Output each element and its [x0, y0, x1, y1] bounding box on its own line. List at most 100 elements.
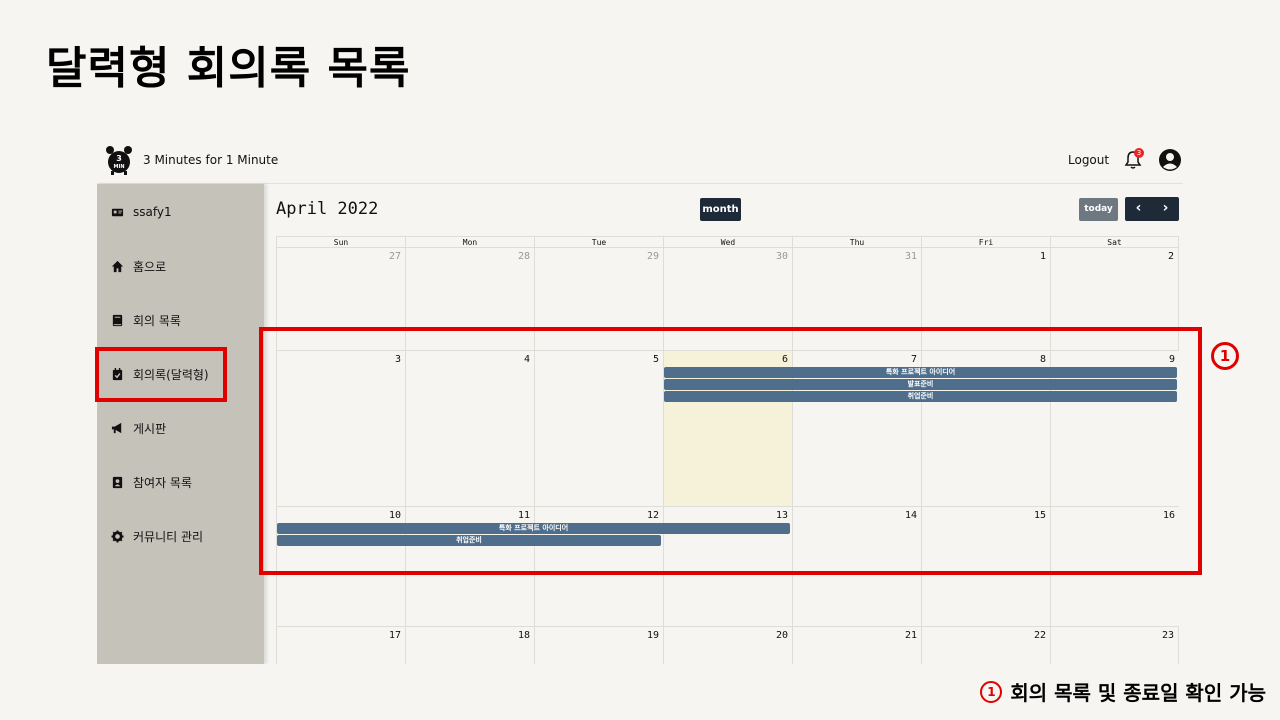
day-number: 3	[394, 354, 401, 365]
day-cell[interactable]: 23	[1050, 627, 1179, 664]
day-number: 4	[523, 354, 530, 365]
day-cell[interactable]: 3	[276, 351, 405, 506]
day-cell[interactable]: 28	[405, 248, 534, 350]
sidebar-item-meeting-list[interactable]: 회의 목록	[97, 305, 264, 335]
day-cell[interactable]: 30	[663, 248, 792, 350]
sidebar: ssafy1 홈으로 회의 목록 회의록(달력형) 게시판 참여자 목록 커뮤니…	[97, 184, 264, 664]
calendar-event[interactable]: 특화 프로젝트 아이디어	[664, 367, 1177, 378]
alarm-clock-logo-icon[interactable]: 3 MIN	[105, 145, 133, 175]
day-number: 7	[910, 354, 917, 365]
sidebar-item-calendar[interactable]: 회의록(달력형)	[97, 359, 264, 389]
svg-text:3: 3	[116, 154, 122, 163]
weekday-label: Tue	[534, 237, 663, 248]
day-cell[interactable]: 4	[405, 351, 534, 506]
day-cell[interactable]: 10	[276, 507, 405, 626]
weekday-label: Fri	[921, 237, 1050, 248]
weekday-label: Thu	[792, 237, 921, 248]
contact-book-icon	[112, 476, 123, 488]
day-cell[interactable]: 13	[663, 507, 792, 626]
calendar-check-icon	[112, 367, 123, 380]
day-cell[interactable]: 16	[1050, 507, 1179, 626]
day-cell[interactable]: 17	[276, 627, 405, 664]
weekday-label: Mon	[405, 237, 534, 248]
day-cell[interactable]: 19	[534, 627, 663, 664]
calendar-event[interactable]: 발표준비	[664, 379, 1177, 390]
day-number: 10	[388, 510, 401, 521]
sidebar-item-home[interactable]: 홈으로	[97, 251, 264, 281]
day-number: 19	[646, 630, 659, 641]
user-account-icon[interactable]	[1158, 148, 1182, 172]
book-icon	[112, 314, 123, 326]
day-cell[interactable]: 8	[921, 351, 1050, 506]
prev-month-button[interactable]: ‹	[1135, 200, 1142, 216]
day-cell[interactable]: 11	[405, 507, 534, 626]
app-name: 3 Minutes for 1 Minute	[143, 153, 279, 167]
day-number: 31	[904, 251, 917, 262]
sidebar-item-label: ssafy1	[133, 205, 172, 219]
day-cell[interactable]: 7	[792, 351, 921, 506]
day-cell[interactable]: 21	[792, 627, 921, 664]
weekday-label: Sat	[1050, 237, 1179, 248]
day-number: 23	[1161, 630, 1174, 641]
calendar-nav: ‹ ›	[1125, 197, 1179, 221]
day-cell[interactable]: 2	[1050, 248, 1179, 350]
day-number: 14	[904, 510, 917, 521]
today-button[interactable]: today	[1079, 198, 1118, 221]
day-cell[interactable]: 15	[921, 507, 1050, 626]
day-number: 6	[781, 354, 788, 365]
week-row: 17 18 19 20 21 22 23	[276, 627, 1179, 664]
sidebar-item-label: 참여자 목록	[133, 475, 193, 490]
day-number: 11	[517, 510, 530, 521]
id-card-icon	[111, 208, 124, 216]
day-number: 30	[775, 251, 788, 262]
weekday-label: Sun	[276, 237, 405, 248]
day-number: 29	[646, 251, 659, 262]
app-window: 3 MIN 3 Minutes for 1 Minute Logout 3 ss…	[97, 136, 1183, 664]
day-number: 15	[1033, 510, 1046, 521]
sidebar-item-profile[interactable]: ssafy1	[97, 197, 264, 227]
day-cell[interactable]: 27	[276, 248, 405, 350]
sidebar-item-participants[interactable]: 참여자 목록	[97, 467, 264, 497]
day-number: 5	[652, 354, 659, 365]
day-cell[interactable]: 20	[663, 627, 792, 664]
svg-text:MIN: MIN	[113, 164, 124, 170]
sidebar-item-label: 회의록(달력형)	[133, 367, 209, 382]
logout-link[interactable]: Logout	[1068, 153, 1110, 167]
day-number: 16	[1162, 510, 1175, 521]
day-cell[interactable]: 12	[534, 507, 663, 626]
week-row: 27 28 29 30 31 1 2	[276, 248, 1179, 351]
sidebar-item-label: 홈으로	[133, 259, 167, 274]
day-cell[interactable]: 22	[921, 627, 1050, 664]
day-number: 21	[904, 630, 917, 641]
calendar-event[interactable]: 특화 프로젝트 아이디어	[277, 523, 790, 534]
month-view-button[interactable]: month	[700, 198, 741, 221]
day-number: 13	[775, 510, 788, 521]
sidebar-item-board[interactable]: 게시판	[97, 413, 264, 443]
day-number: 17	[388, 630, 401, 641]
home-icon	[111, 260, 124, 272]
day-number: 2	[1167, 251, 1174, 262]
calendar-title: April 2022	[276, 199, 379, 219]
day-number: 18	[517, 630, 530, 641]
day-cell[interactable]: 1	[921, 248, 1050, 350]
weekday-label: Wed	[663, 237, 792, 248]
day-cell[interactable]: 14	[792, 507, 921, 626]
sidebar-highlight-box	[95, 347, 227, 402]
next-month-button[interactable]: ›	[1162, 200, 1169, 216]
day-cell[interactable]: 31	[792, 248, 921, 350]
day-cell[interactable]: 18	[405, 627, 534, 664]
calendar-event[interactable]: 취업준비	[664, 391, 1177, 402]
week-row: 3 4 5 6 7 8 9 특화 프로젝트 아이디어 발표준비 취업준비	[276, 351, 1179, 507]
slide-caption: 1 회의 목록 및 종료일 확인 가능	[980, 677, 1266, 706]
day-cell[interactable]: 29	[534, 248, 663, 350]
week-row: 10 11 12 13 14 15 16 특화 프로젝트 아이디어 취업준비	[276, 507, 1179, 627]
day-cell[interactable]: 5	[534, 351, 663, 506]
notification-badge: 3	[1134, 148, 1144, 158]
day-number: 1	[1039, 251, 1046, 262]
day-cell[interactable]: 9	[1050, 351, 1179, 506]
day-number: 28	[517, 251, 530, 262]
sidebar-item-label: 게시판	[133, 421, 167, 436]
calendar-event[interactable]: 취업준비	[277, 535, 661, 546]
sidebar-item-community-admin[interactable]: 커뮤니티 관리	[97, 521, 264, 551]
slide-title: 달력형 회의록 목록	[46, 43, 411, 94]
